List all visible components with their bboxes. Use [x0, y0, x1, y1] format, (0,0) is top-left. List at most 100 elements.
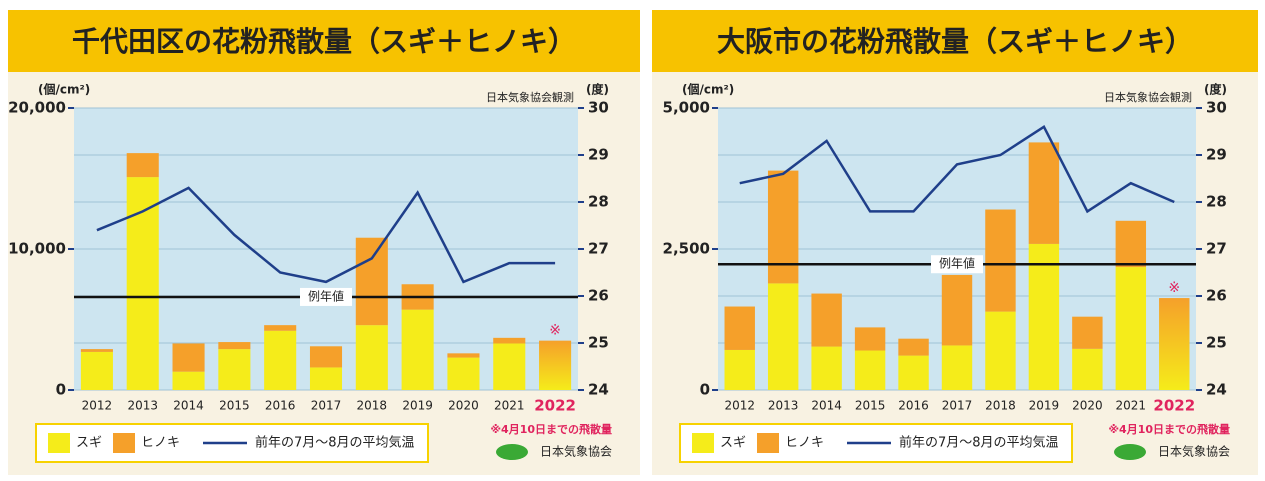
bar — [985, 209, 1016, 312]
bar — [355, 237, 388, 326]
legend-swatch — [48, 433, 70, 453]
y2-tick-label: 28 — [588, 193, 609, 211]
normal-label-bg — [931, 255, 983, 274]
bar — [811, 346, 842, 390]
y2-tick-label: 26 — [588, 287, 609, 305]
chart-title: 千代田区の花粉飛散量（スギ＋ヒノキ） — [72, 25, 576, 58]
bar — [309, 346, 343, 368]
x-tick-label: 2015 — [855, 399, 886, 413]
x-tick-label: 2013 — [768, 399, 799, 413]
title-bar — [8, 10, 640, 72]
x-tick-label: 2014 — [811, 399, 842, 413]
legend-label: スギ — [720, 436, 746, 451]
x-tick-label: 2018 — [357, 399, 388, 413]
x-tick-label: 2022 — [1153, 397, 1195, 415]
x-tick-label: 2012 — [724, 399, 755, 413]
bar — [1159, 298, 1190, 390]
legend-label: スギ — [76, 436, 102, 451]
x-tick-label: 2019 — [402, 399, 433, 413]
note-mark: ※ — [549, 323, 561, 339]
bar — [854, 327, 886, 351]
y2-tick-label: 25 — [588, 334, 609, 352]
source: 日本気象協会観測 — [1104, 90, 1192, 104]
chart-panel: 千代田区の花粉飛散量（スギ＋ヒノキ） 24 25 26 27 28 29 30 0 10,000 2… — [8, 10, 640, 475]
y2-tick-label: 30 — [1206, 99, 1227, 117]
normal-label: 例年値 — [939, 256, 975, 271]
normal-label: 例年値 — [308, 288, 344, 303]
y2-axis-unit: (度) — [1204, 82, 1227, 97]
bar — [172, 343, 205, 372]
legend-label: ヒノキ — [141, 436, 180, 451]
bar — [126, 153, 159, 178]
bar — [80, 351, 113, 390]
y2-tick-label: 27 — [1206, 240, 1227, 258]
y-tick-label: 5,000 — [663, 99, 710, 117]
bar — [1072, 316, 1103, 349]
y2-axis-unit: (度) — [586, 82, 609, 97]
y2-tick-label: 28 — [1206, 193, 1227, 211]
bar — [80, 349, 113, 352]
bar — [539, 340, 572, 390]
bar — [1028, 142, 1060, 244]
bar — [218, 349, 251, 390]
bar — [264, 330, 297, 390]
logo-text: 日本気象協会 — [540, 444, 612, 459]
bar — [811, 293, 842, 347]
y2-tick-label: 26 — [1206, 287, 1227, 305]
y-axis-unit: (個/cm²) — [682, 82, 734, 97]
bar — [447, 353, 480, 358]
logo-mark — [496, 444, 528, 460]
x-tick-label: 2012 — [82, 399, 113, 413]
x-tick-label: 2017 — [942, 399, 973, 413]
y-axis-unit: (個/cm²) — [38, 82, 90, 97]
y2-tick-label: 29 — [1206, 146, 1227, 164]
x-tick-label: 2022 — [534, 397, 576, 415]
x-tick-label: 2020 — [448, 399, 479, 413]
bar — [1028, 243, 1060, 390]
y2-tick-label: 30 — [588, 99, 609, 117]
y2-tick-label: 25 — [1206, 334, 1227, 352]
bar — [126, 177, 159, 390]
logo-text: 日本気象協会 — [1158, 444, 1230, 459]
y2-tick-label: 29 — [588, 146, 609, 164]
y2-tick-label: 24 — [1206, 381, 1227, 399]
legend-label: ヒノキ — [785, 436, 824, 451]
legend-swatch — [113, 433, 135, 453]
y-tick-label: 0 — [56, 381, 66, 399]
bar — [1072, 348, 1103, 390]
x-tick-label: 2016 — [898, 399, 929, 413]
bar — [172, 371, 205, 390]
normal-label-bg — [300, 287, 352, 306]
bar — [724, 306, 755, 350]
bar — [493, 337, 526, 344]
legend-swatch — [757, 433, 779, 453]
y2-tick-label: 27 — [588, 240, 609, 258]
x-tick-label: 2016 — [265, 399, 296, 413]
x-tick-label: 2014 — [173, 399, 204, 413]
legend-label: 前年の7月～8月の平均気温 — [255, 435, 415, 451]
logo-mark — [1114, 444, 1146, 460]
legend-label: 前年の7月～8月の平均気温 — [899, 435, 1059, 451]
note-mark: ※ — [1168, 280, 1180, 296]
bar — [941, 345, 973, 390]
bar — [1115, 220, 1147, 268]
legend-box — [35, 423, 429, 463]
bar — [898, 355, 929, 390]
x-tick-label: 2020 — [1072, 399, 1103, 413]
x-tick-label: 2018 — [985, 399, 1016, 413]
bar — [767, 170, 799, 284]
source: 日本気象協会観測 — [486, 90, 574, 104]
x-tick-label: 2013 — [127, 399, 158, 413]
bar — [985, 311, 1016, 390]
chart-title: 大阪市の花粉飛散量（スギ＋ヒノキ） — [717, 25, 1193, 58]
x-tick-label: 2017 — [311, 399, 342, 413]
y2-tick-label: 24 — [588, 381, 609, 399]
bar — [264, 325, 297, 331]
bar — [355, 325, 388, 390]
title-bar — [652, 10, 1258, 72]
temperature-line — [96, 186, 556, 284]
y-tick-label: 0 — [700, 381, 710, 399]
x-tick-label: 2021 — [1116, 399, 1147, 413]
bar — [1115, 267, 1147, 390]
